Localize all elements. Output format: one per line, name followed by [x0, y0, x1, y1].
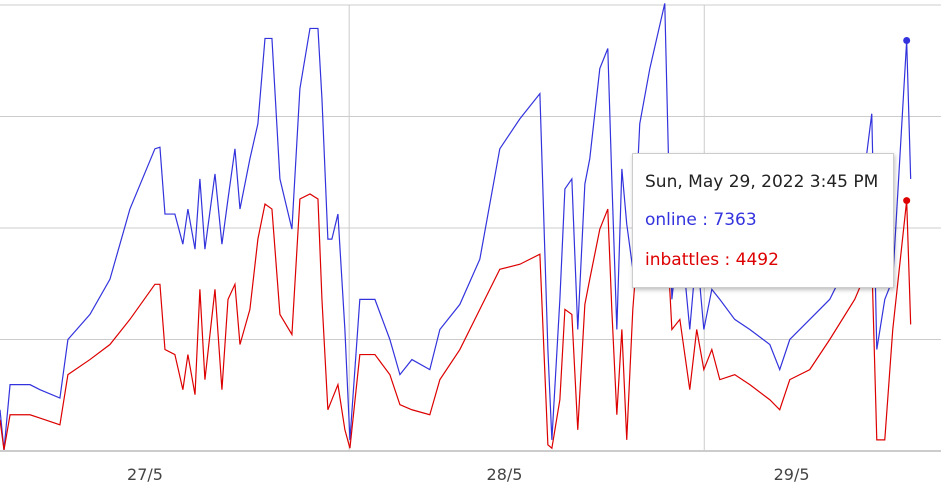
tooltip: Sun, May 29, 2022 3:45 PM online : 7363 …	[632, 153, 894, 288]
x-tick-label: 27/5	[127, 465, 163, 484]
hover-point	[903, 37, 911, 45]
tooltip-row: online : 7363	[645, 210, 881, 230]
tooltip-value: 4492	[735, 250, 779, 270]
series-name: inbattles	[645, 250, 720, 270]
tooltip-value: 7363	[713, 210, 757, 230]
series-line	[0, 193, 912, 450]
hover-point	[903, 197, 911, 205]
separator: :	[724, 250, 731, 270]
series-name: online	[645, 210, 697, 230]
series-line	[0, 3, 912, 450]
x-tick-label: 29/5	[774, 465, 810, 484]
x-tick-label: 28/5	[487, 465, 523, 484]
tooltip-title: Sun, May 29, 2022 3:45 PM	[645, 172, 879, 192]
tooltip-row: inbattles : 4492	[645, 250, 881, 270]
separator: :	[702, 210, 708, 230]
